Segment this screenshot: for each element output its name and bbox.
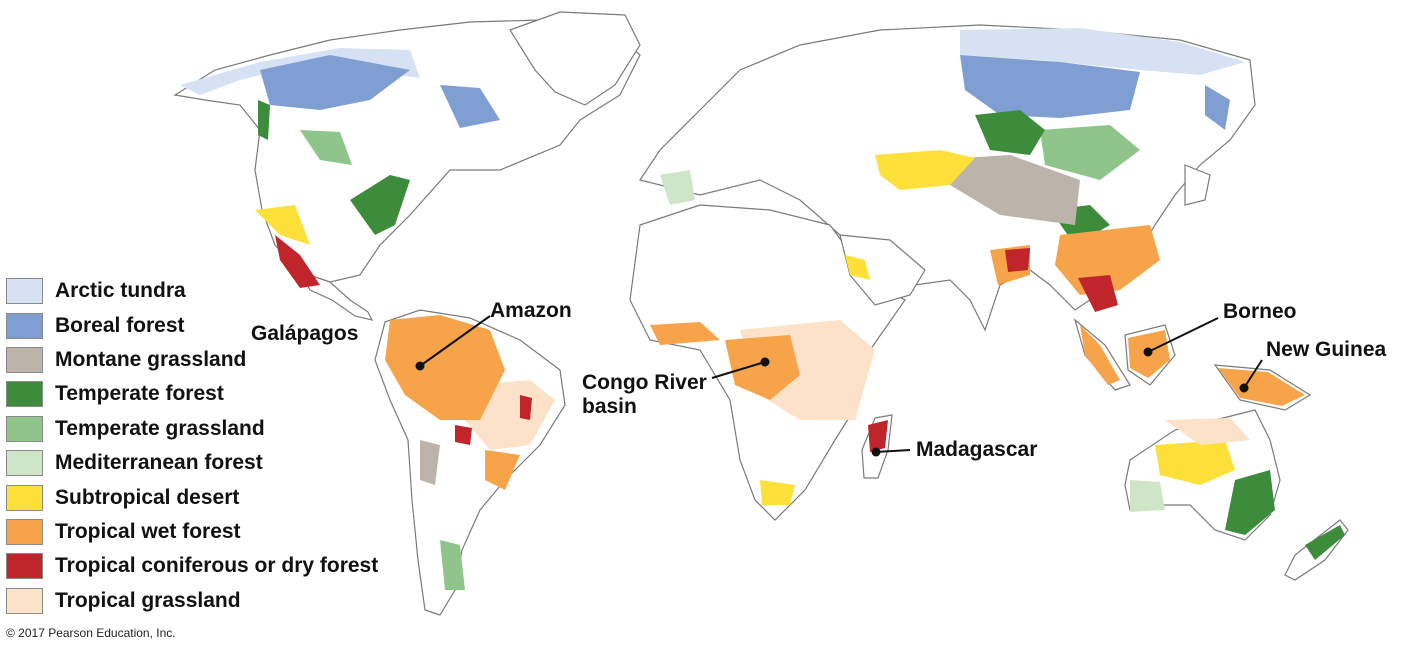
region-subtropical-desert (255, 205, 310, 245)
legend-label: Mediterranean forest (55, 451, 263, 475)
label-amazon: Amazon (490, 299, 572, 322)
region-tropical-wet-forest (725, 335, 800, 400)
legend-item: Subtropical desert (6, 480, 378, 514)
legend-item: Temperate forest (6, 377, 378, 411)
region-arctic-tundra (960, 28, 1245, 75)
borneo-callout-line (1147, 317, 1219, 353)
legend-swatch (6, 450, 43, 477)
legend-swatch (6, 518, 43, 545)
region-boreal-forest (260, 55, 410, 110)
label-congo-line1: Congo River (582, 371, 707, 394)
amazon-callout-dot (415, 361, 425, 371)
region-montane-grassland (420, 440, 440, 485)
region-temperate-forest (1305, 525, 1345, 560)
legend-item: Boreal forest (6, 308, 378, 342)
region-tropical-coniferous-dry-forest (868, 420, 888, 452)
copyright-notice: © 2017 Pearson Education, Inc. (6, 626, 176, 640)
label-madagascar: Madagascar (916, 438, 1038, 461)
region-temperate-forest (1225, 470, 1275, 535)
legend-swatch (6, 381, 43, 408)
region-subtropical-desert (875, 150, 975, 190)
legend-item: Tropical wet forest (6, 515, 378, 549)
region-subtropical-desert (845, 255, 870, 280)
legend-label: Tropical wet forest (55, 519, 241, 543)
japan-landmass (1184, 164, 1211, 206)
region-temperate-forest (350, 175, 410, 235)
legend-swatch (6, 587, 43, 614)
congo-callout-dot (760, 357, 770, 367)
biome-legend: Arctic tundra Boreal forest Montane grassl… (6, 274, 378, 618)
region-temperate-forest (258, 100, 270, 140)
congo-callout-line (711, 361, 766, 379)
legend-label: Tropical coniferous or dry forest (55, 554, 379, 578)
legend-label: Temperate forest (55, 382, 224, 406)
legend-label: Boreal forest (55, 313, 185, 337)
legend-swatch (6, 312, 43, 339)
region-temperate-grassland (300, 130, 352, 165)
region-tropical-coniferous-dry-forest (275, 235, 320, 288)
label-congo-line2: basin (582, 395, 637, 418)
region-temperate-grassland (1040, 125, 1140, 180)
region-tropical-wet-forest (385, 315, 505, 420)
label-congo-river-basin: Congo River basin (582, 371, 707, 419)
legend-label: Arctic tundra (55, 279, 186, 303)
new-guinea-callout-line (1243, 359, 1263, 389)
region-tropical-wet-forest (485, 450, 520, 490)
region-boreal-forest (440, 85, 500, 128)
label-borneo: Borneo (1223, 300, 1297, 323)
legend-item: Tropical coniferous or dry forest (6, 549, 378, 583)
region-tropical-coniferous-dry-forest (520, 395, 532, 420)
region-tropical-coniferous-dry-forest (455, 425, 472, 445)
callout-lines (415, 315, 1263, 457)
region-boreal-forest (960, 55, 1140, 118)
region-mediterranean-forest (660, 170, 695, 205)
region-tropical-wet-forest (1218, 368, 1305, 406)
new-guinea-callout-dot (1239, 383, 1249, 393)
legend-swatch (6, 278, 43, 305)
region-tropical-wet-forest (1080, 325, 1120, 385)
amazon-callout-line (419, 315, 491, 367)
legend-label: Temperate grassland (55, 416, 265, 440)
legend-item: Montane grassland (6, 343, 378, 377)
region-boreal-forest (1205, 85, 1230, 130)
region-subtropical-desert (760, 480, 795, 505)
region-mediterranean-forest (1130, 480, 1165, 512)
legend-swatch (6, 484, 43, 511)
legend-item: Temperate grassland (6, 412, 378, 446)
region-arctic-tundra (180, 48, 420, 95)
region-temperate-forest (975, 110, 1045, 155)
legend-item: Arctic tundra (6, 274, 378, 308)
label-new-guinea: New Guinea (1266, 338, 1387, 361)
greenland-landmass (509, 11, 641, 106)
legend-label: Tropical grassland (55, 588, 241, 612)
madagascar-callout-dot (871, 447, 881, 457)
legend-label: Subtropical desert (55, 485, 240, 509)
biome-regions (180, 28, 1345, 590)
region-montane-grassland (930, 155, 1080, 225)
legend-item: Tropical grassland (6, 584, 378, 618)
legend-label: Montane grassland (55, 347, 247, 371)
region-tropical-wet-forest (650, 322, 720, 345)
madagascar-callout-line (875, 449, 911, 453)
legend-item: Mediterranean forest (6, 446, 378, 480)
legend-swatch (6, 553, 43, 580)
borneo-callout-dot (1143, 347, 1153, 357)
legend-swatch (6, 415, 43, 442)
region-tropical-grassland (1165, 418, 1250, 445)
region-subtropical-desert (1155, 440, 1235, 485)
region-temperate-grassland (440, 540, 465, 590)
region-tropical-wet-forest (1055, 225, 1160, 295)
region-tropical-coniferous-dry-forest (1005, 248, 1030, 272)
legend-swatch (6, 346, 43, 373)
label-galapagos: Galápagos (251, 322, 359, 345)
region-tropical-coniferous-dry-forest (1078, 275, 1118, 312)
